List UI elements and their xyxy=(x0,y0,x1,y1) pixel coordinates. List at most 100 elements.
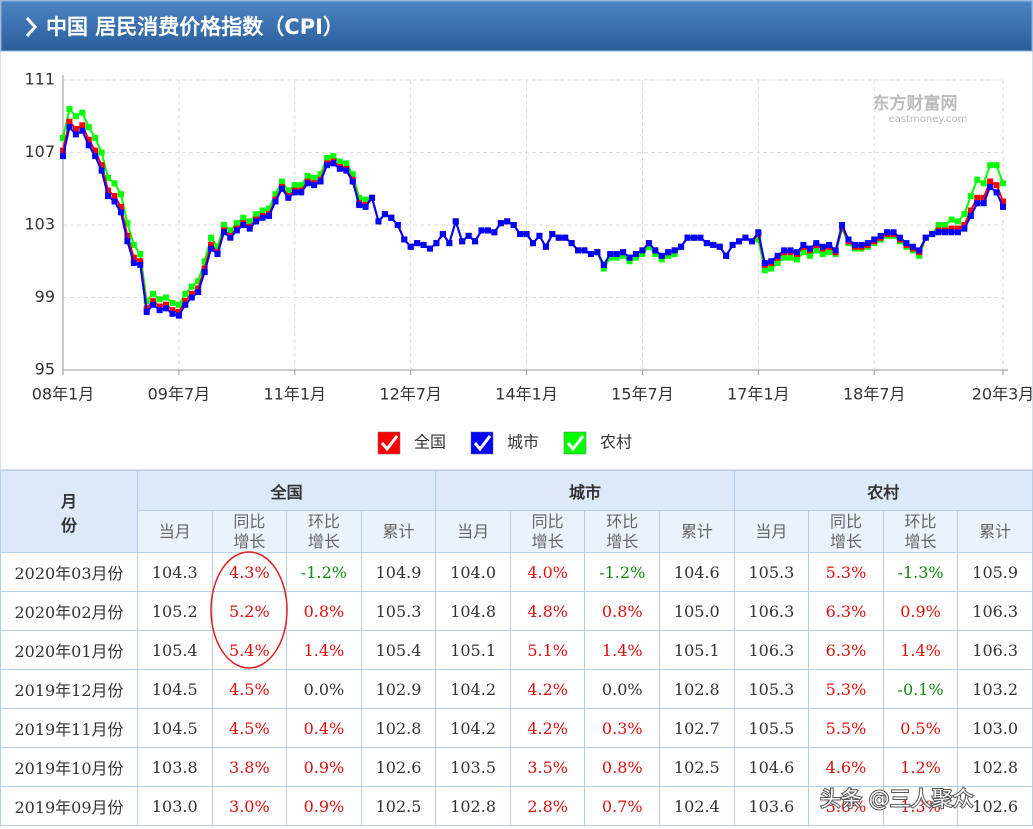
point xyxy=(974,176,981,183)
point xyxy=(562,234,569,241)
point xyxy=(201,269,208,276)
point xyxy=(163,301,170,308)
point xyxy=(79,127,86,134)
value-cell: 0.3% xyxy=(584,708,661,748)
point xyxy=(124,238,131,245)
point xyxy=(774,252,781,259)
value-cell: 5.3% xyxy=(808,669,884,709)
point xyxy=(948,216,955,223)
legend-label: 全国 xyxy=(414,433,446,452)
y-tick-label: 103 xyxy=(24,215,55,234)
point xyxy=(819,251,826,257)
column-header: 环比增长 xyxy=(882,510,959,553)
point xyxy=(278,178,285,185)
point xyxy=(793,256,800,263)
point xyxy=(317,171,324,178)
point xyxy=(517,231,524,238)
value-cell: 4.6% xyxy=(808,747,884,787)
point xyxy=(111,198,118,205)
point xyxy=(896,234,903,241)
point xyxy=(980,194,987,201)
point xyxy=(394,222,401,228)
legend-swatch xyxy=(563,431,587,455)
point xyxy=(182,290,189,297)
point xyxy=(768,258,775,265)
column-label: 同比增长 xyxy=(531,511,564,551)
point xyxy=(317,178,324,185)
legend-check xyxy=(566,435,585,452)
point xyxy=(291,182,298,189)
table-body: 2020年03月份 104.3 4.3% -1.2% 104.9 104.0 4.0% -1.… xyxy=(0,552,1033,826)
point xyxy=(220,229,227,236)
value-cell: 1.3% xyxy=(882,786,959,826)
point xyxy=(60,147,66,154)
point xyxy=(220,222,227,228)
point xyxy=(356,202,363,209)
value-cell: -1.2% xyxy=(584,552,661,592)
point xyxy=(156,296,163,303)
month-cell: 2019年12月份 xyxy=(0,669,138,709)
point xyxy=(987,178,994,185)
point xyxy=(678,243,685,250)
value-cell: 103.5 xyxy=(435,747,511,787)
point xyxy=(420,241,427,248)
point xyxy=(916,252,923,259)
point xyxy=(954,218,961,225)
group-header: 城市 xyxy=(435,470,735,511)
point xyxy=(478,227,485,234)
point xyxy=(336,158,343,165)
point xyxy=(877,232,884,239)
point xyxy=(311,182,318,189)
value-cell: 105.5 xyxy=(733,708,810,748)
point xyxy=(922,234,929,241)
point xyxy=(401,236,408,243)
value-cell: 4.8% xyxy=(509,591,586,631)
point xyxy=(472,238,479,245)
value-cell: 105.4 xyxy=(360,630,437,670)
column-header: 环比增长 xyxy=(584,510,661,553)
value-cell: 105.1 xyxy=(659,630,735,670)
value-cell: 0.9% xyxy=(882,591,959,631)
value-cell: 102.4 xyxy=(659,786,735,826)
point xyxy=(130,254,137,261)
point xyxy=(175,309,182,315)
point xyxy=(530,240,536,247)
value-cell: -0.1% xyxy=(882,669,959,709)
y-tick-label: 111 xyxy=(24,70,55,89)
point xyxy=(858,241,865,248)
point xyxy=(201,258,208,265)
point xyxy=(954,225,961,232)
value-cell: 104.5 xyxy=(137,669,213,709)
header-bar xyxy=(0,0,1033,52)
point xyxy=(961,225,968,232)
point xyxy=(175,301,182,308)
point xyxy=(259,214,266,221)
point xyxy=(961,222,968,228)
value-cell: 1.4% xyxy=(882,630,959,670)
point xyxy=(613,251,620,257)
point xyxy=(935,222,942,228)
column-label: 当月 xyxy=(457,521,490,541)
value-cell: 4.2% xyxy=(509,669,586,709)
table-row: 2019年11月份 104.5 4.5% 0.4% 102.8 104.2 4.2% 0.3%… xyxy=(0,708,1033,748)
point xyxy=(72,125,79,132)
point xyxy=(137,258,144,265)
point xyxy=(626,258,633,265)
value-cell: 0.4% xyxy=(286,708,362,748)
point xyxy=(974,194,981,201)
point xyxy=(214,251,221,257)
point xyxy=(929,231,936,238)
point xyxy=(542,243,549,250)
point xyxy=(92,135,99,141)
point xyxy=(768,265,775,272)
point xyxy=(240,222,247,228)
column-label: 环比增长 xyxy=(606,511,639,551)
point xyxy=(452,218,459,225)
point xyxy=(665,252,672,259)
point xyxy=(60,153,66,160)
point xyxy=(188,294,195,301)
value-cell: 0.8% xyxy=(584,747,661,787)
column-label: 当月 xyxy=(158,521,191,541)
value-cell: 102.6 xyxy=(360,747,437,787)
